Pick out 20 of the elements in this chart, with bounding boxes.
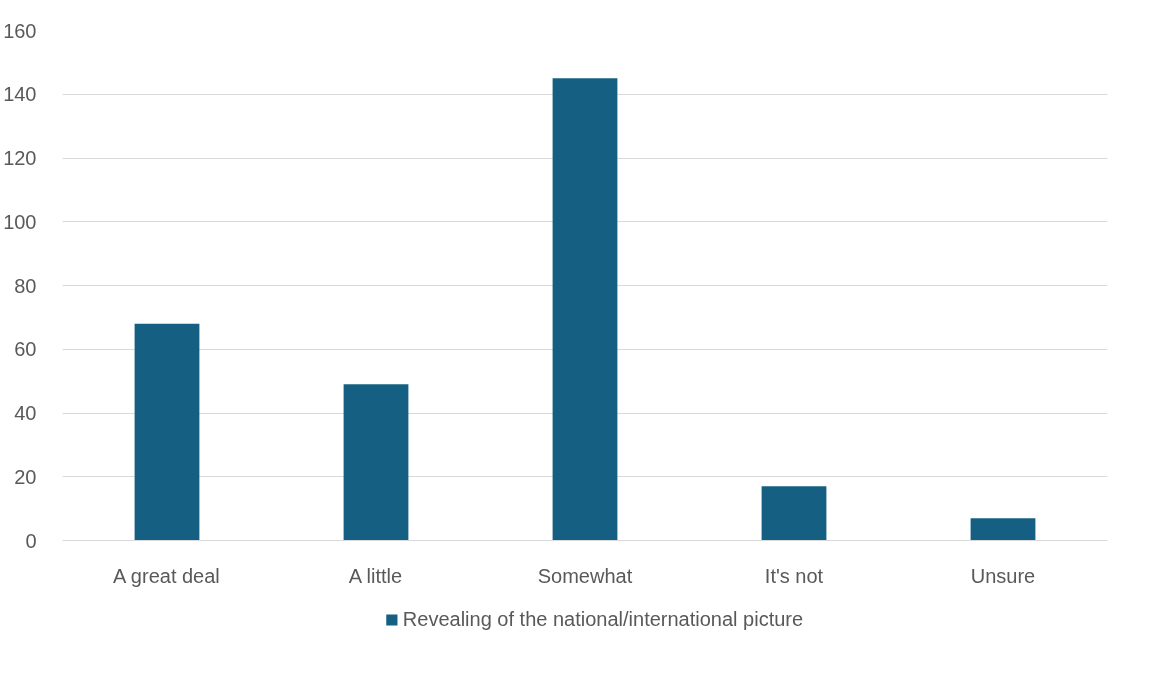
x-tick-label: A great deal <box>113 564 220 587</box>
y-tick-label: 60 <box>14 338 37 361</box>
y-tick-label: 20 <box>14 465 37 488</box>
legend-label: Revealing of the national/international picture <box>402 607 804 631</box>
y-tick-label: 40 <box>14 402 37 424</box>
x-tick-label: It's not <box>764 564 824 587</box>
y-tick-label: 120 <box>3 147 37 169</box>
x-tick-label: Somewhat <box>537 564 633 587</box>
y-tick-label: 100 <box>3 210 37 233</box>
bar <box>970 518 1036 541</box>
bar <box>761 486 827 541</box>
y-tick-label: 160 <box>3 19 37 42</box>
y-tick-label: 80 <box>14 274 37 297</box>
bar <box>552 78 618 541</box>
x-tick-label: A little <box>348 564 403 587</box>
bar <box>343 384 409 541</box>
y-tick-label: 0 <box>25 529 37 552</box>
y-tick-label: 140 <box>3 83 37 106</box>
bar <box>134 323 200 541</box>
x-tick-label: Unsure <box>970 564 1036 587</box>
